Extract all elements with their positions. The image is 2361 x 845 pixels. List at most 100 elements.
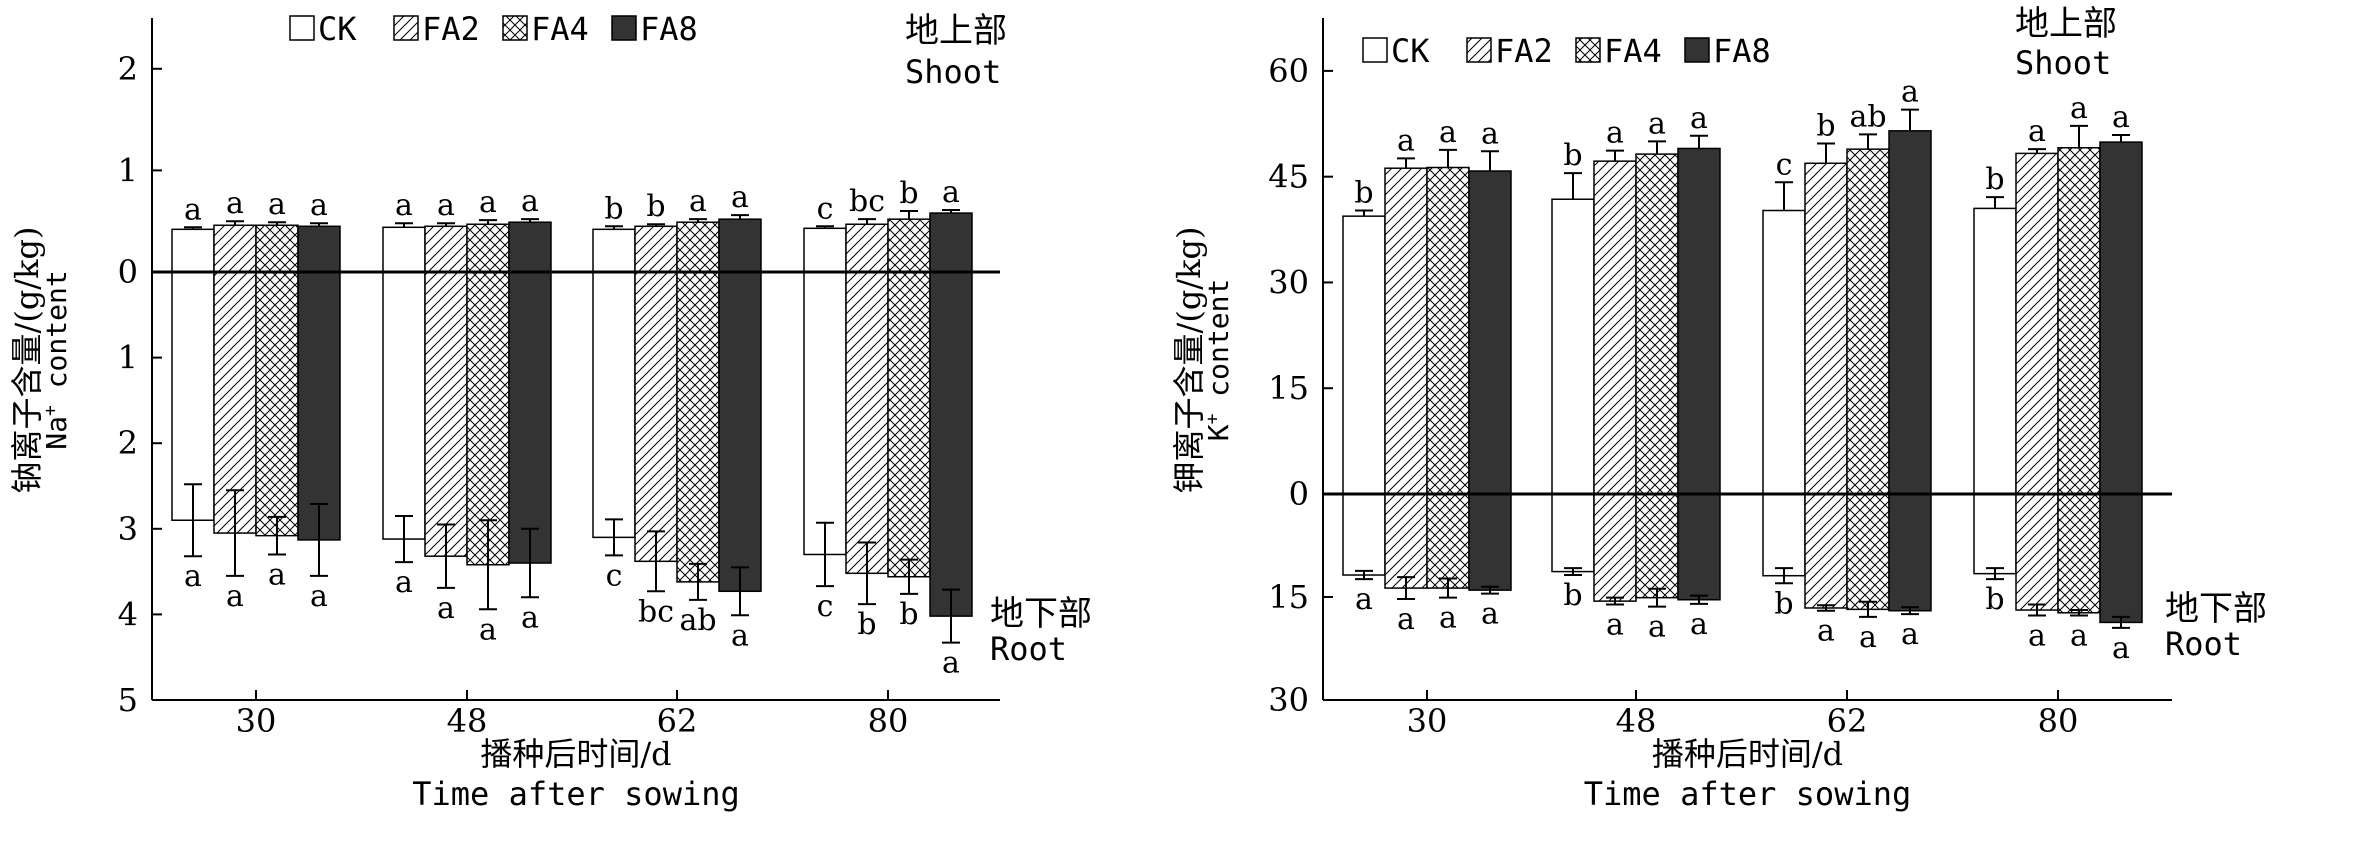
shoot-significance-letter: a <box>1606 116 1624 151</box>
shoot-bar <box>297 225 341 273</box>
root-bar <box>1973 493 2017 575</box>
shoot-bar <box>1384 167 1428 495</box>
root-significance-letter: a <box>1397 602 1415 637</box>
shoot-significance-letter: b <box>1354 176 1373 211</box>
legend-swatch-fa4 <box>1575 37 1601 63</box>
y-tick-label: 0 <box>1289 475 1309 513</box>
root-significance-letter: c <box>817 589 834 624</box>
legend-label-fa4: FA4 <box>1604 32 1662 70</box>
x-tick-label: 48 <box>447 702 488 740</box>
shoot-label-cn: 地上部 <box>905 11 1007 51</box>
shoot-significance-letter: a <box>395 188 413 223</box>
root-bar <box>592 271 636 539</box>
y-tick-label: 1 <box>118 151 138 189</box>
shoot-bar <box>1846 148 1890 495</box>
shoot-significance-letter: a <box>1439 115 1457 150</box>
root-significance-letter: a <box>226 579 244 614</box>
y-tick-label: 0 <box>118 253 138 291</box>
root-bar <box>1551 493 1595 573</box>
y-axis-label-cn: 钠离子含量/(g/kg) <box>8 227 46 494</box>
x-tick-label: 30 <box>236 702 277 740</box>
root-significance-letter: b <box>1985 582 2004 617</box>
legend-swatch-fa8 <box>1684 37 1710 63</box>
root-label-en: Root <box>990 630 1067 668</box>
y-tick-label: 5 <box>118 681 138 719</box>
y-tick-label: 45 <box>1268 158 1309 196</box>
shoot-significance-letter: ab <box>1849 99 1886 134</box>
root-significance-letter: a <box>1481 597 1499 632</box>
x-axis-label-cn: 播种后时间/d <box>1652 735 1843 773</box>
root-significance-letter: a <box>1690 607 1708 642</box>
shoot-bar <box>424 225 468 273</box>
root-significance-letter: a <box>479 612 497 647</box>
root-significance-letter: a <box>731 618 749 653</box>
shoot-significance-letter: c <box>1776 147 1793 182</box>
y-axis-label-en-ion: K <box>1202 424 1235 441</box>
root-significance-letter: a <box>268 557 286 592</box>
shoot-significance-letter: a <box>1690 101 1708 136</box>
y-tick-label: 3 <box>118 510 138 548</box>
shoot-significance-letter: a <box>2028 114 2046 149</box>
root-bar <box>1426 493 1470 589</box>
legend-swatch-fa4 <box>502 15 528 41</box>
shoot-bar <box>1342 215 1386 495</box>
root-significance-letter: b <box>1774 586 1793 621</box>
root-significance-letter: a <box>2028 619 2046 654</box>
y-axis-label-en-content: content <box>1202 279 1235 414</box>
root-bar <box>1888 493 1932 612</box>
shoot-bar <box>1426 166 1470 495</box>
shoot-bar <box>382 226 426 273</box>
root-significance-letter: ab <box>679 603 716 638</box>
shoot-bar <box>1635 153 1679 495</box>
na-chart-panel: 21012345aaaaaaaa30aaaaaaaa48bcbbcaabaa62… <box>8 10 1092 813</box>
root-significance-letter: a <box>1901 617 1919 652</box>
shoot-significance-letter: a <box>437 188 455 223</box>
shoot-significance-letter: a <box>942 175 960 210</box>
shoot-bar <box>1551 198 1595 495</box>
root-bar <box>1635 493 1679 599</box>
x-axis-label-en: Time after sowing <box>412 775 740 813</box>
shoot-bar <box>171 228 215 273</box>
shoot-bar <box>634 225 678 273</box>
x-tick-label: 62 <box>1827 702 1868 740</box>
root-bar <box>718 271 762 593</box>
y-tick-label: 30 <box>1268 263 1309 301</box>
shoot-significance-letter: b <box>604 191 623 226</box>
shoot-significance-letter: a <box>2070 91 2088 126</box>
y-tick-label: 30 <box>1268 681 1309 719</box>
legend-swatch-ck <box>289 15 315 41</box>
root-significance-letter: a <box>310 579 328 614</box>
legend-swatch-fa8 <box>611 15 637 41</box>
shoot-significance-letter: a <box>310 188 328 223</box>
root-bar <box>803 271 847 556</box>
shoot-label-en: Shoot <box>905 53 1001 91</box>
shoot-significance-letter: a <box>184 192 202 227</box>
root-significance-letter: a <box>1648 610 1666 645</box>
root-bar <box>171 271 215 521</box>
shoot-significance-letter: a <box>521 184 539 219</box>
shoot-bar <box>466 223 510 273</box>
shoot-bar <box>592 228 636 273</box>
root-bar <box>1846 493 1890 611</box>
shoot-significance-letter: b <box>1985 162 2004 197</box>
shoot-bar <box>1677 147 1721 495</box>
shoot-bar <box>803 227 847 273</box>
shoot-significance-letter: a <box>689 184 707 219</box>
legend-label-ck: CK <box>1391 32 1430 70</box>
shoot-bar <box>2015 152 2059 495</box>
y-axis-label-cn: 钾离子含量/(g/kg) <box>1170 227 1208 494</box>
root-significance-letter: a <box>2070 619 2088 654</box>
x-tick-label: 80 <box>868 702 909 740</box>
root-significance-letter: a <box>1355 582 1373 617</box>
root-significance-letter: a <box>437 591 455 626</box>
root-bar <box>2099 493 2143 624</box>
legend-label-ck: CK <box>318 10 357 48</box>
legend-label-fa4: FA4 <box>531 10 589 48</box>
root-bar <box>1384 493 1428 589</box>
y-axis-label-en-ion: Na <box>40 416 73 450</box>
root-significance-letter: a <box>1859 620 1877 655</box>
shoot-bar <box>718 218 762 273</box>
legend-label-fa8: FA8 <box>1713 32 1771 70</box>
shoot-significance-letter: a <box>268 187 286 222</box>
root-bar <box>1342 493 1386 576</box>
